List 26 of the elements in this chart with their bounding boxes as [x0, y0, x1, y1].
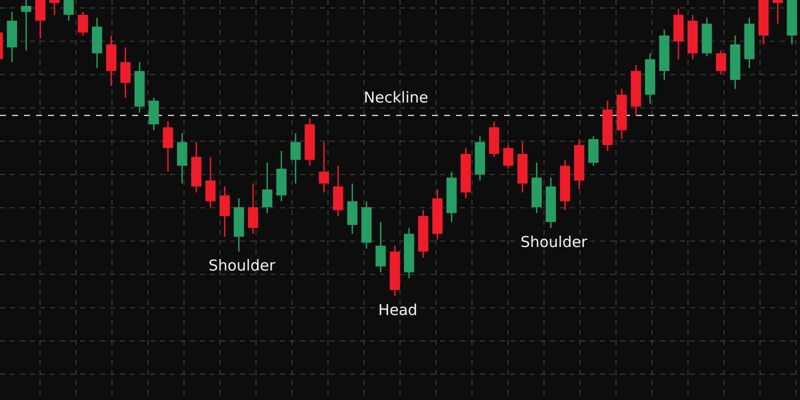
candlestick: [503, 144, 514, 170]
candlestick: [64, 0, 74, 22]
candlestick: [716, 50, 726, 75]
candlestick: [148, 97, 159, 131]
candlestick: [290, 132, 301, 184]
candlestick: [78, 11, 88, 36]
candlestick: [177, 132, 188, 184]
annotation: Shoulder: [520, 232, 588, 251]
candlestick: [205, 156, 216, 208]
candlestick: [333, 165, 344, 217]
candlestick: [248, 182, 258, 234]
candlestick: [49, 0, 60, 16]
candlestick: [162, 120, 174, 172]
candlestick: [220, 186, 230, 238]
candlestick: [35, 0, 46, 40]
candlestick: [21, 0, 32, 51]
candlestick: [262, 162, 272, 214]
candlestick: [588, 136, 598, 166]
candlestick: [347, 182, 358, 234]
text: Head: [378, 301, 418, 319]
candlestick: [318, 141, 330, 194]
annotation: Shoulder: [208, 256, 276, 275]
ref-line-label: Neckline: [364, 88, 428, 106]
candlestick: [376, 221, 386, 273]
candlestick: [772, 0, 783, 24]
candlestick: [120, 46, 131, 98]
